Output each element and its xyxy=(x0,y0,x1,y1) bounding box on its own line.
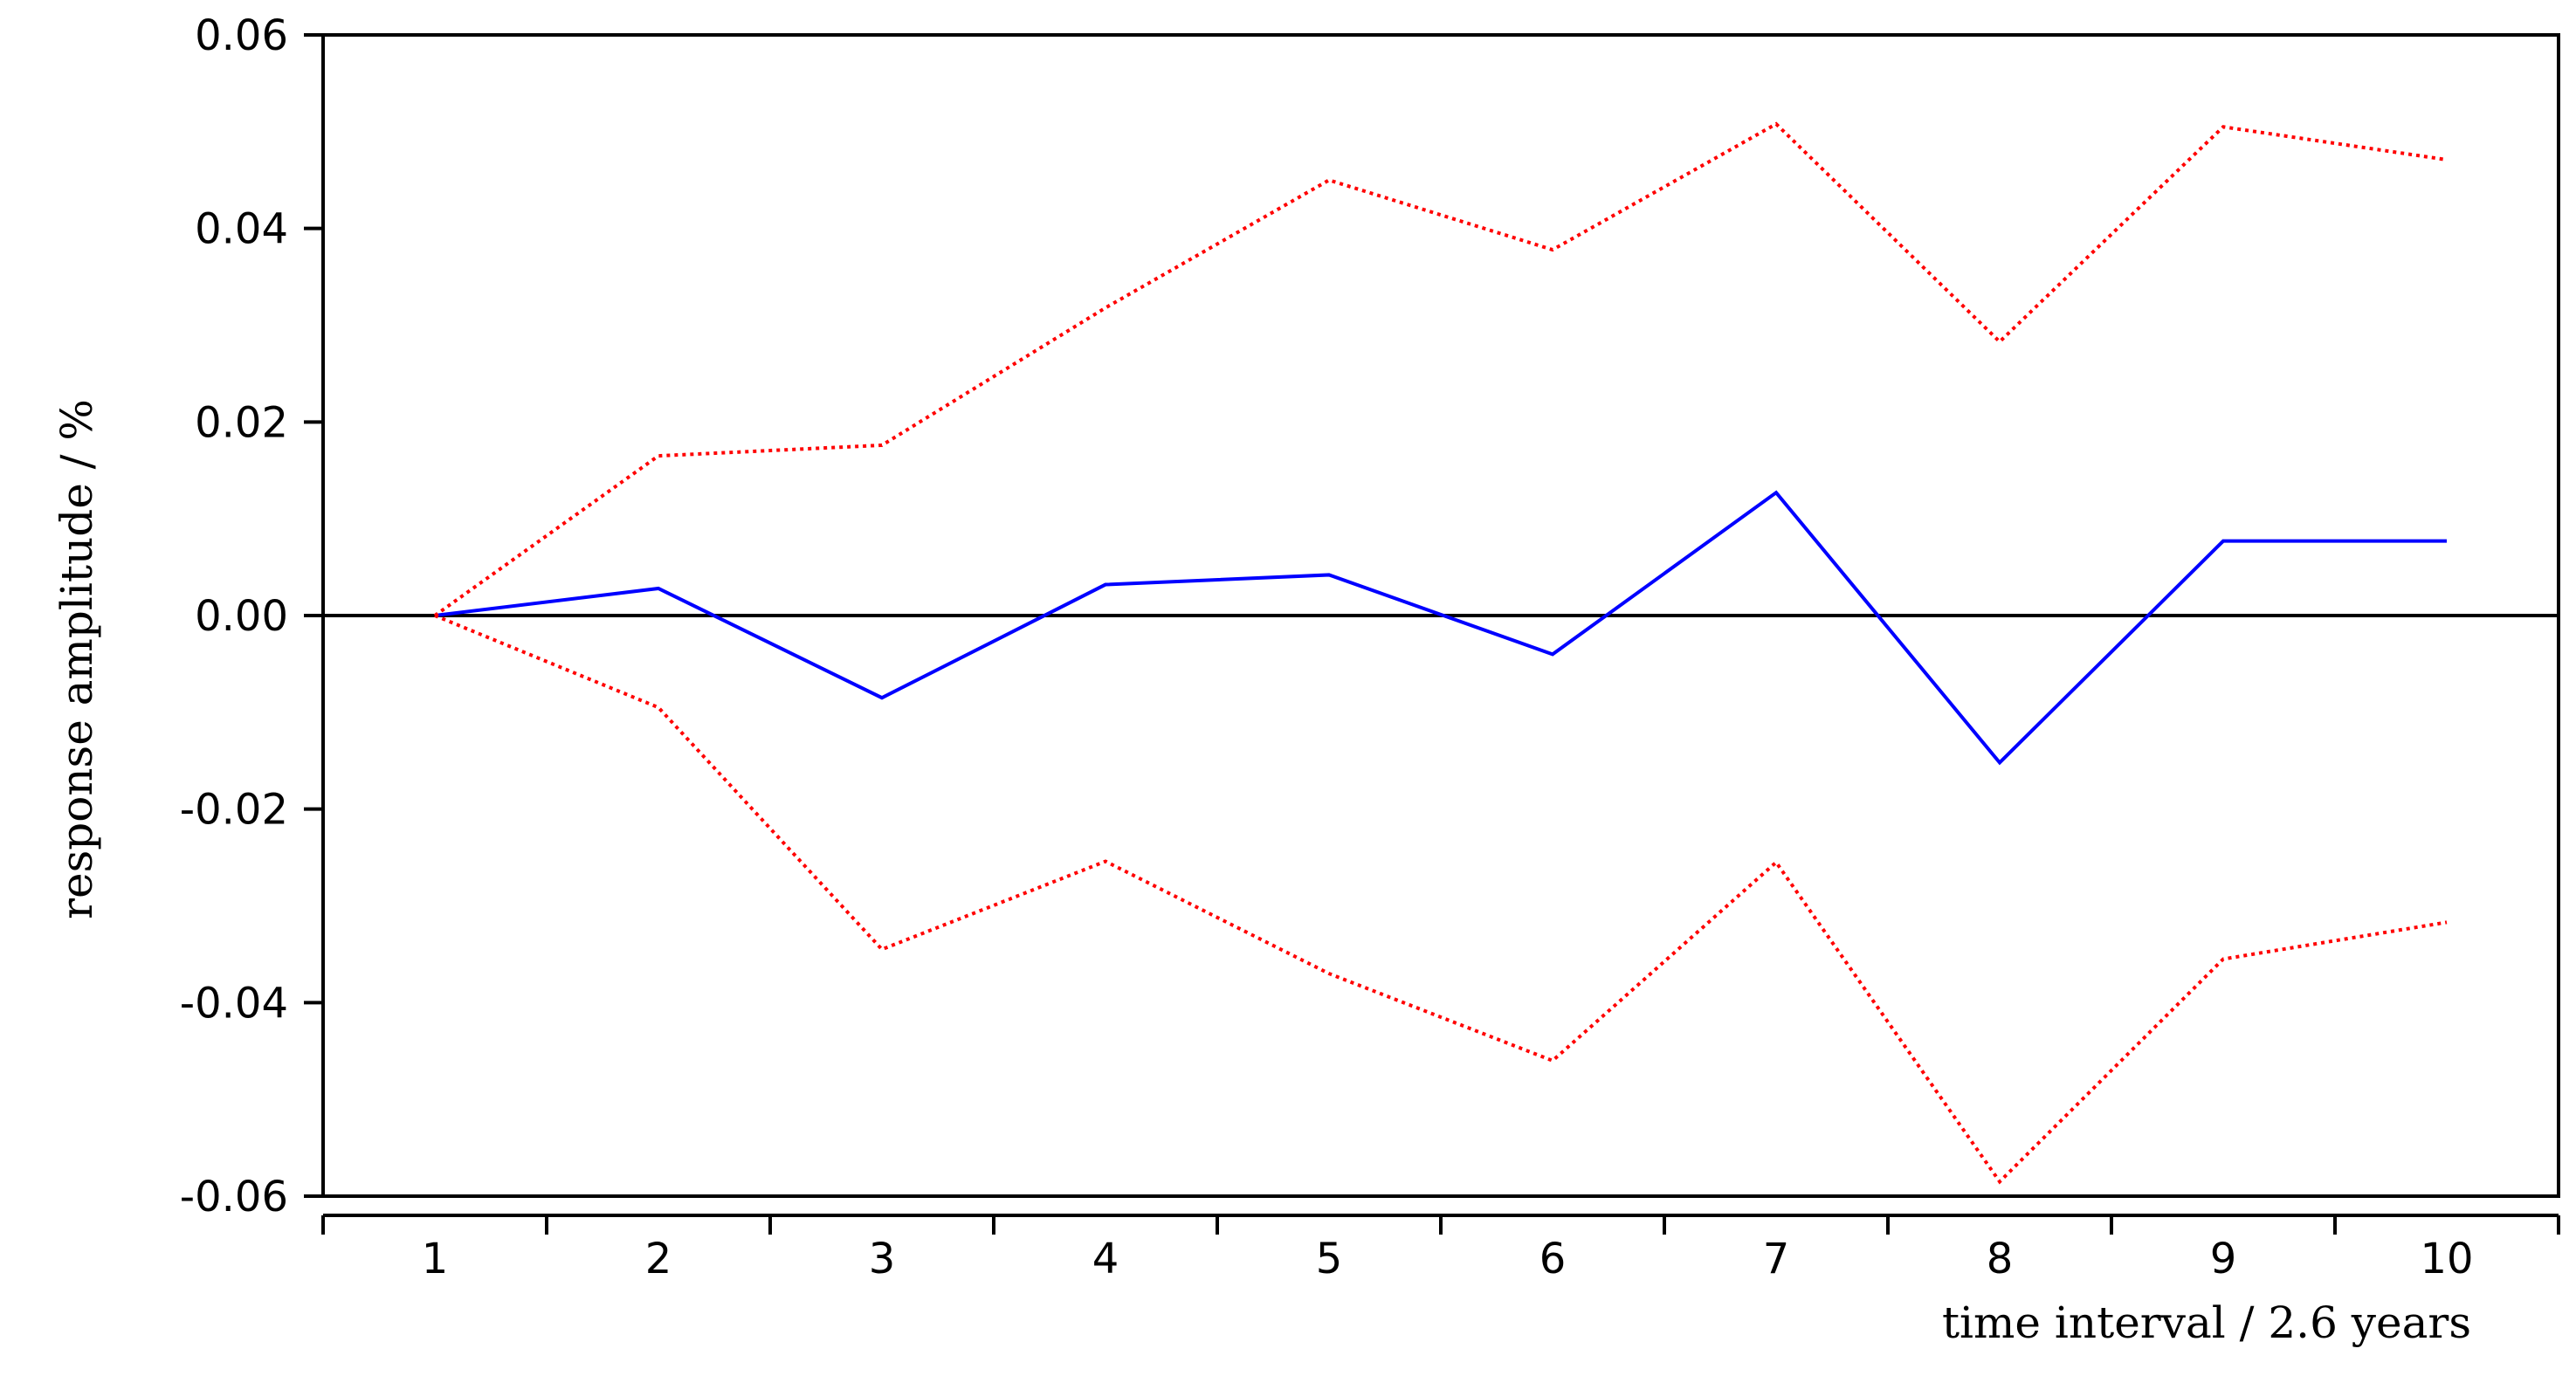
series-line-response xyxy=(434,490,2447,766)
y-tick-label: 0.04 xyxy=(195,205,288,254)
series-line-upper-band xyxy=(433,121,2448,617)
x-axis-title: time interval / 2.6 years xyxy=(1942,1297,2471,1348)
y-tick-label: 0.00 xyxy=(195,592,288,641)
x-tick-label: 9 xyxy=(2210,1235,2237,1283)
y-tick-label: -0.06 xyxy=(180,1173,288,1221)
x-tick-label: 10 xyxy=(2420,1235,2473,1283)
series-line-lower-band xyxy=(434,614,2448,1185)
y-tick-label: 0.06 xyxy=(195,11,288,60)
x-tick-label: 7 xyxy=(1763,1235,1790,1283)
x-axis: 1 2 3 4 5 6 7 8 9 10 xyxy=(321,1214,2560,1283)
x-tick-label: 5 xyxy=(1316,1235,1343,1283)
y-tick-label: -0.02 xyxy=(180,786,288,835)
x-tick-label: 2 xyxy=(645,1235,672,1283)
x-tick-label: 6 xyxy=(1539,1235,1567,1283)
y-axis-title: response amplitude / % xyxy=(52,399,102,919)
y-tick-label: 0.02 xyxy=(195,398,288,447)
x-tick-label: 3 xyxy=(869,1235,896,1283)
x-tick-label: 1 xyxy=(422,1235,449,1283)
x-tick-label: 4 xyxy=(1092,1235,1119,1283)
x-tick-label: 8 xyxy=(1987,1235,2014,1283)
series-layer xyxy=(433,121,2448,1185)
y-tick-label: -0.04 xyxy=(180,979,288,1028)
y-axis: 0.06 0.04 0.02 0.00 -0.02 -0.04 -0.06 xyxy=(180,11,323,1221)
